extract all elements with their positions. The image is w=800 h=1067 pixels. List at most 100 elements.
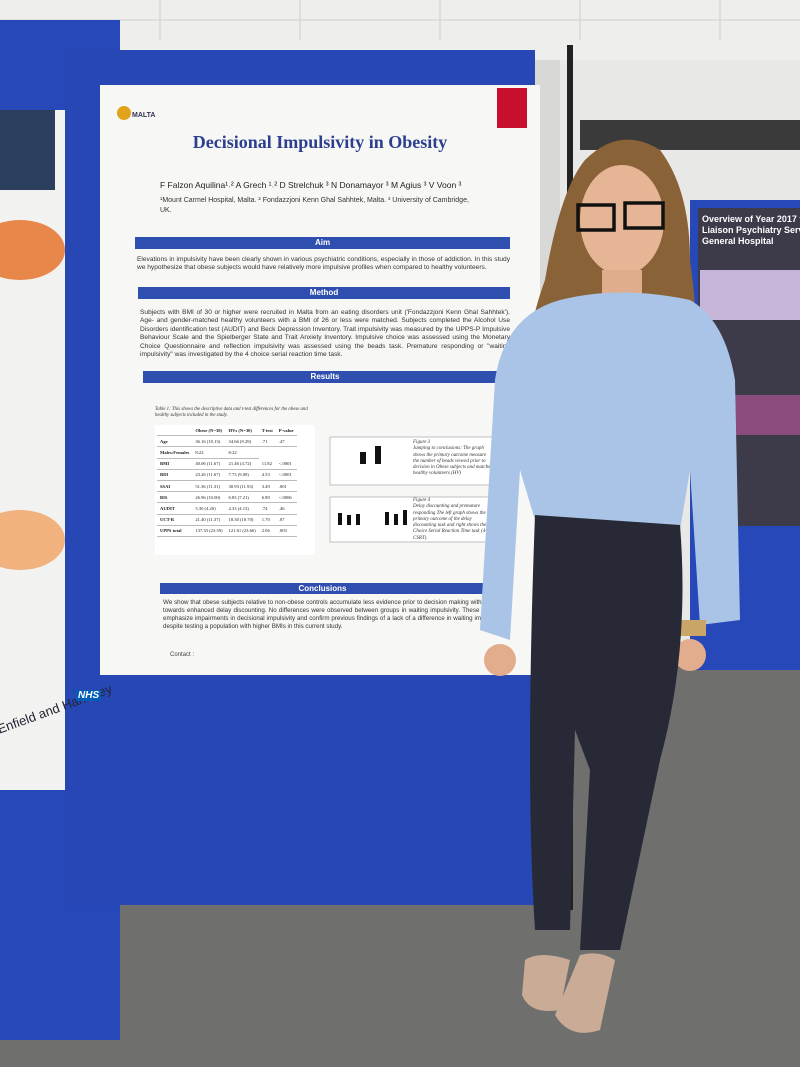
table: Obese (N=30) HVs (N=30) T-test P-value Age 36… (157, 425, 297, 537)
header-cell: P-value (275, 425, 297, 437)
section-text: We show that obese subjects relative to … (163, 599, 503, 630)
table-cell: 6.83 (7.21) (225, 491, 259, 504)
header-cell: Obese (N=30) (192, 425, 226, 437)
table-cell: 36.16 (10.13) (192, 435, 226, 448)
figure-caption: Figure 3 Jumping to conclusions: The grap… (413, 440, 493, 478)
table-row: UPPS total 137.33 (23.39) 121.61 (23.66) 2.… (157, 525, 297, 537)
table-row: BMI 40.06 (11.67) 21.46 (4.72) 11.82 <.0001 (157, 458, 297, 470)
table-row: Males:Females 8:22 8:22 (157, 446, 297, 459)
results-table: Obese (N=30) HVs (N=30) T-test P-value Age 36… (157, 425, 315, 537)
table-cell: 3.49 (258, 480, 276, 493)
table-cell: <.0001 (275, 458, 297, 470)
table-cell: .71 (258, 435, 276, 448)
table-cell: 1.70 (258, 514, 276, 526)
section-heading: Method (138, 287, 510, 299)
right-poster-panel (700, 270, 800, 320)
table-row: SSAI 51.36 (11.31) 30.93 (11.93) 3.49.001 (157, 480, 297, 493)
table-cell: 4.53 (258, 469, 276, 481)
figure-text: Delay discounting and premature respondi… (413, 504, 492, 541)
figure-label: Figure 3 (413, 440, 431, 445)
poster-title: Decisional Impulsivity in Obesity (192, 132, 448, 152)
table-cell: UCT-R (157, 514, 193, 526)
left-poster-bubble (0, 510, 65, 570)
table-cell: .07 (275, 514, 297, 526)
table-cell: <.0006 (275, 491, 297, 504)
table-cell: Males:Females (157, 446, 193, 459)
table-cell: .46 (275, 502, 297, 515)
table-cell: Age (157, 435, 193, 448)
hand (484, 644, 516, 676)
table-cell: BIS (157, 491, 193, 504)
table-cell: .001 (275, 480, 297, 493)
figure-box (329, 436, 496, 486)
figure-caption: Figure 4 Delay discounting and premature … (413, 498, 493, 542)
section-heading: Conclusions (160, 583, 485, 594)
table-cell: 26.96 (10.00) (192, 491, 226, 504)
nhs-badge: NHS (76, 690, 102, 701)
table-cell: 23.26 (11.67) (192, 469, 226, 481)
left-poster-bubble (0, 220, 65, 280)
face (580, 165, 664, 275)
table-row: UCT-R 21.40 (11.37) 18.30 (10.70) 1.70.07 (157, 514, 297, 526)
table-cell: BMI (157, 458, 193, 470)
table-cell: 5.30 (4.20) (192, 502, 226, 515)
header-cell: HVs (N=30) (225, 425, 259, 437)
right-poster-title: Overview of Year 2017 for Liaison Psychi… (702, 214, 800, 247)
glasses (576, 201, 665, 232)
section-text: Subjects with BMI of 30 or higher were r… (140, 309, 510, 359)
table-cell: 8:22 (192, 446, 226, 459)
section-heading: Results (143, 371, 507, 383)
table-row: BDI 23.26 (11.67) 7.73 (9.00) 4.53 <.0001 (157, 469, 297, 481)
table-cell: SSAI (157, 480, 193, 493)
table-caption: Table 1: This shows the descriptive data… (155, 407, 308, 418)
table-cell: UPPS total (157, 525, 193, 537)
table-cell: <.0001 (275, 469, 297, 481)
figure-text: Jumping to conclusions: The graph shows … (413, 446, 493, 477)
table-cell: 11.82 (258, 458, 276, 470)
table-cell: 2.06 (258, 525, 276, 537)
right-poster-chart (735, 395, 800, 435)
table-cell: 121.61 (23.66) (225, 525, 259, 537)
section-heading: Aim (135, 237, 510, 249)
header-cell: T-test (258, 425, 276, 437)
table-cell: .003 (275, 525, 297, 537)
logo-text: MALTA (132, 112, 156, 119)
header-row: Obese (N=30) HVs (N=30) T-test P-value (157, 425, 297, 437)
trousers (530, 515, 683, 950)
shoe (522, 955, 570, 1011)
table-cell: 21.46 (4.72) (225, 458, 259, 470)
table-row: Age 36.16 (10.13) 34.66 (9.29) .71.47 (157, 435, 297, 448)
mini-charts (338, 446, 407, 525)
table-cell: AUDIT (157, 502, 193, 515)
authors: F Falzon Aquilina¹˒² A Grech ¹˒² D Strel… (160, 180, 462, 190)
affiliations: ¹Mount Carmel Hospital, Malta. ² Fondazz… (160, 197, 469, 214)
title-line: Overview of Year 2017 for (702, 214, 800, 224)
table-cell: 30.93 (11.93) (225, 480, 259, 493)
table-cell: 137.33 (23.39) (192, 525, 226, 537)
header-cell (157, 425, 193, 437)
table-cell: 6.89 (258, 491, 276, 504)
neck (602, 270, 642, 300)
table-cell: 51.36 (11.31) (192, 480, 226, 493)
table-cell: 34.66 (9.29) (225, 435, 259, 448)
contact: Contact : (170, 652, 195, 658)
table-cell: .47 (275, 435, 297, 448)
title-line: Liaison Psychiatry Service (702, 225, 800, 235)
left-poster-header (0, 110, 55, 190)
table-cell: 4.33 (4.13) (225, 502, 259, 515)
table-cell: 21.40 (11.37) (192, 514, 226, 526)
ceiling-grid (0, 0, 800, 40)
hand (674, 639, 706, 671)
title-line: General Hospital (702, 236, 774, 246)
crest (497, 88, 527, 128)
table-cell: 7.73 (9.00) (225, 469, 259, 481)
section-text: Elevations in impulsivity have been clea… (137, 256, 510, 272)
table-cell: BDI (157, 469, 193, 481)
table-row: BIS 26.96 (10.00) 6.83 (7.21) 6.89 <.0006 (157, 491, 297, 504)
shirt (480, 292, 740, 640)
shoe (555, 953, 615, 1033)
table-cell: .74 (258, 502, 276, 515)
table-row: AUDIT 5.30 (4.20) 4.33 (4.13) .74.46 (157, 502, 297, 515)
